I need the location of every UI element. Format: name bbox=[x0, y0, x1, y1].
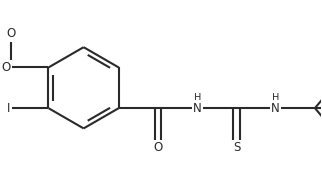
Text: O: O bbox=[153, 141, 163, 154]
Text: N: N bbox=[193, 102, 202, 115]
Text: I: I bbox=[7, 102, 11, 115]
Text: N: N bbox=[271, 102, 280, 115]
Text: H: H bbox=[194, 93, 201, 103]
Text: H: H bbox=[272, 93, 279, 103]
Text: O: O bbox=[6, 27, 15, 40]
Text: S: S bbox=[233, 141, 240, 154]
Text: O: O bbox=[1, 61, 11, 74]
